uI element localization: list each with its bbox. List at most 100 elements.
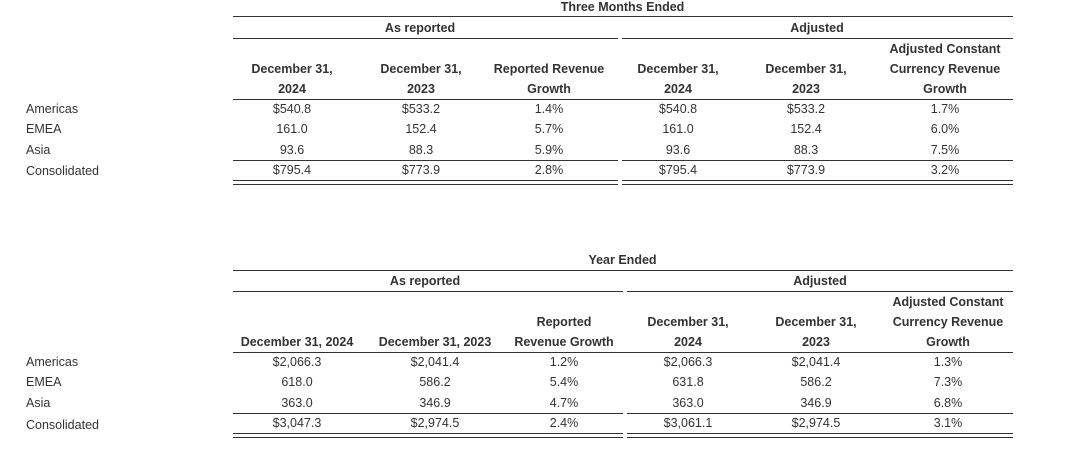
group-rule-adjusted	[627, 291, 1013, 292]
cell: 6.8%	[933, 396, 963, 410]
cell: 152.4	[790, 122, 822, 136]
group-rule-reported	[233, 38, 618, 39]
row-label: Asia	[26, 143, 51, 157]
col-header-adj-cc-growth: Adjusted Constant	[889, 42, 1001, 56]
cell: 161.0	[276, 122, 308, 136]
subtotal-rule-reported	[233, 160, 618, 161]
cell: 5.4%	[549, 375, 579, 389]
col-header-dec-2023: December 31, 2023	[378, 335, 492, 349]
col-header-adj-cc-growth-2: Currency Revenue	[892, 315, 1004, 329]
cell: $540.8	[272, 102, 312, 116]
col-header-adj-dec-2023: December 31,	[765, 62, 847, 76]
subtotal-rule-adjusted	[622, 160, 1013, 161]
cell: 5.9%	[534, 143, 564, 157]
col-header-adj-dec-2024-year: 2024	[674, 335, 702, 349]
title-rule	[233, 16, 1013, 17]
col-header-reported-growth-2: Revenue Growth	[514, 335, 614, 349]
col-header-dec-2023: December 31,	[380, 62, 462, 76]
col-header-adj-cc-growth-3: Growth	[923, 82, 967, 96]
total-double-rule-reported	[233, 433, 623, 438]
group-adjusted: Adjusted	[793, 274, 847, 288]
cell: 6.0%	[930, 122, 960, 136]
cell: $2,066.3	[272, 355, 322, 369]
cell: 1.4%	[534, 102, 564, 116]
col-header-dec-2024-year: 2024	[278, 82, 306, 96]
cell: 346.9	[800, 396, 832, 410]
cell: 93.6	[665, 143, 691, 157]
group-as-reported: As reported	[389, 274, 461, 288]
title-rule	[233, 270, 1013, 271]
col-header-adj-dec-2024: December 31,	[637, 62, 719, 76]
cell: 631.8	[672, 375, 704, 389]
cell: 1.3%	[933, 355, 963, 369]
col-header-adj-dec-2023: December 31,	[775, 315, 857, 329]
header-rule	[233, 352, 1013, 353]
cell: $533.2	[786, 102, 826, 116]
cell: 161.0	[662, 122, 694, 136]
cell: 7.3%	[933, 375, 963, 389]
cell: 363.0	[672, 396, 704, 410]
cell: $2,041.4	[791, 355, 841, 369]
cell-total: 2.8%	[534, 163, 564, 177]
cell: 1.7%	[930, 102, 960, 116]
cell: 346.9	[419, 396, 451, 410]
col-header-adj-cc-growth: Adjusted Constant	[892, 295, 1004, 309]
three-months-title: Three Months Ended	[560, 0, 685, 14]
row-label: EMEA	[26, 122, 62, 136]
cell: 5.7%	[534, 122, 564, 136]
cell: $2,041.4	[410, 355, 460, 369]
cell-total: $773.9	[401, 163, 441, 177]
year-ended-title: Year Ended	[588, 253, 657, 267]
row-label: EMEA	[26, 375, 62, 389]
subtotal-rule-adjusted	[627, 413, 1013, 414]
cell-total: 2.4%	[549, 416, 579, 430]
cell-total: $795.4	[658, 163, 698, 177]
cell-total: 3.1%	[933, 416, 963, 430]
group-as-reported: As reported	[384, 21, 456, 35]
cell-total: $3,047.3	[272, 416, 322, 430]
col-header-adj-dec-2024: December 31,	[647, 315, 729, 329]
cell: 93.6	[279, 143, 305, 157]
cell: 88.3	[793, 143, 819, 157]
total-double-rule-adjusted	[622, 180, 1013, 185]
cell-total: $795.4	[272, 163, 312, 177]
row-label: Asia	[26, 396, 51, 410]
col-header-adj-cc-growth-3: Growth	[926, 335, 970, 349]
cell: $540.8	[658, 102, 698, 116]
cell: $2,066.3	[663, 355, 713, 369]
col-header-dec-2024: December 31,	[251, 62, 333, 76]
cell: $533.2	[401, 102, 441, 116]
cell: 88.3	[408, 143, 434, 157]
cell-total: $3,061.1	[663, 416, 713, 430]
cell: 4.7%	[549, 396, 579, 410]
col-header-adj-dec-2023-year: 2023	[802, 335, 830, 349]
cell: 363.0	[281, 396, 313, 410]
header-rule	[233, 99, 1013, 100]
group-rule-reported	[233, 291, 623, 292]
cell: 1.2%	[549, 355, 579, 369]
col-header-adj-dec-2024-year: 2024	[664, 82, 692, 96]
cell: 7.5%	[930, 143, 960, 157]
cell-total: $773.9	[786, 163, 826, 177]
cell: 618.0	[281, 375, 313, 389]
total-double-rule-adjusted	[627, 433, 1013, 438]
subtotal-rule-reported	[233, 413, 623, 414]
cell: 586.2	[800, 375, 832, 389]
row-label-total: Consolidated	[26, 164, 99, 178]
col-header-reported-growth-2: Growth	[527, 82, 571, 96]
col-header-reported-growth: Reported	[536, 315, 592, 329]
col-header-dec-2023-year: 2023	[407, 82, 435, 96]
cell: 586.2	[419, 375, 451, 389]
row-label-total: Consolidated	[26, 418, 99, 432]
col-header-dec-2024: December 31, 2024	[240, 335, 354, 349]
row-label: Americas	[26, 102, 79, 116]
cell-total: $2,974.5	[791, 416, 841, 430]
cell-total: $2,974.5	[410, 416, 460, 430]
cell: 152.4	[405, 122, 437, 136]
cell-total: 3.2%	[930, 163, 960, 177]
col-header-reported-growth: Reported Revenue	[493, 62, 605, 76]
group-rule-adjusted	[622, 38, 1013, 39]
group-adjusted: Adjusted	[790, 21, 844, 35]
col-header-adj-cc-growth-2: Currency Revenue	[889, 62, 1001, 76]
total-double-rule-reported	[233, 180, 618, 185]
